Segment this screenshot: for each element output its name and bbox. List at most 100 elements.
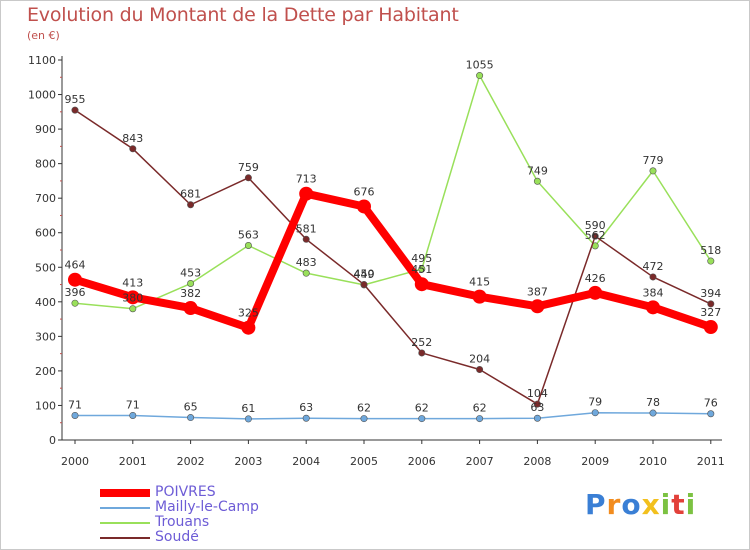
data-label: 518 <box>700 244 721 257</box>
data-point <box>707 257 715 265</box>
data-point <box>244 415 252 423</box>
data-label: 453 <box>180 267 201 280</box>
data-label: 843 <box>122 132 143 145</box>
data-point <box>707 410 715 418</box>
data-label: 79 <box>588 396 602 409</box>
data-label: 759 <box>238 161 259 174</box>
data-label: 104 <box>527 387 548 400</box>
data-point <box>183 301 198 316</box>
legend-swatch-trouans <box>100 522 150 524</box>
x-tick-label: 2000 <box>61 455 89 468</box>
data-label: 1055 <box>466 59 494 72</box>
legend-swatch-mailly-le-camp <box>100 507 150 509</box>
data-label: 394 <box>700 287 721 300</box>
legend-swatch-soude <box>100 537 150 539</box>
data-point <box>129 305 137 313</box>
y-tick-label: 700 <box>35 192 56 205</box>
data-point <box>360 281 368 289</box>
data-label: 252 <box>411 336 432 349</box>
data-label: 204 <box>469 353 490 366</box>
y-tick-label: 600 <box>35 227 56 240</box>
legend-label-mailly-le-camp: Mailly-le-Camp <box>155 499 259 515</box>
x-tick-label: 2011 <box>697 455 725 468</box>
x-tick-label: 2010 <box>639 455 667 468</box>
data-label: 384 <box>643 286 664 299</box>
data-point <box>71 411 79 419</box>
data-label: 779 <box>643 154 664 167</box>
data-point <box>241 320 256 335</box>
data-point <box>414 277 429 292</box>
data-point <box>472 289 487 304</box>
data-point <box>187 280 195 288</box>
data-label: 380 <box>122 292 143 305</box>
data-label: 62 <box>357 402 371 415</box>
y-tick-label: 100 <box>35 399 56 412</box>
data-point <box>302 269 310 277</box>
legend-label-poivres: POIVRES <box>155 484 216 500</box>
data-point <box>418 349 426 357</box>
data-label: 676 <box>354 185 375 198</box>
data-label: 451 <box>411 263 432 276</box>
data-label: 713 <box>296 173 317 186</box>
y-tick-label: 400 <box>35 296 56 309</box>
data-point <box>299 186 314 201</box>
data-label: 396 <box>65 286 86 299</box>
data-point <box>649 409 657 417</box>
data-label: 563 <box>238 229 259 242</box>
data-point <box>533 400 541 408</box>
data-label: 464 <box>65 259 86 272</box>
data-point <box>588 285 603 300</box>
data-label: 413 <box>122 276 143 289</box>
data-point <box>530 299 545 314</box>
data-point <box>187 414 195 422</box>
legend-label-soude: Soudé <box>155 529 199 545</box>
x-tick-label: 2006 <box>408 455 436 468</box>
data-point <box>357 199 371 214</box>
series-line-soud- <box>74 109 712 405</box>
data-label: 62 <box>415 402 429 415</box>
data-label: 387 <box>527 285 548 298</box>
data-point <box>129 411 137 419</box>
data-point <box>418 415 426 423</box>
data-label: 415 <box>469 276 490 289</box>
data-point <box>302 235 310 243</box>
y-tick-label: 500 <box>35 261 56 274</box>
data-label: 562 <box>585 229 606 242</box>
x-tick-label: 2002 <box>177 455 205 468</box>
y-tick-label: 800 <box>35 158 56 171</box>
x-tick-label: 2009 <box>581 455 609 468</box>
data-point <box>591 232 599 240</box>
data-point <box>476 415 484 423</box>
data-point <box>649 167 657 175</box>
data-point <box>707 300 715 308</box>
x-tick-label: 2004 <box>292 455 320 468</box>
data-label: 581 <box>296 222 317 235</box>
data-label: 71 <box>126 398 140 411</box>
legend-swatch-poivres <box>100 489 150 497</box>
y-tick-label: 1100 <box>28 54 56 67</box>
data-label: 78 <box>646 396 660 409</box>
y-tick-label: 1000 <box>28 89 56 102</box>
data-point <box>533 177 541 185</box>
series-line-poivres <box>71 189 715 332</box>
data-label: 325 <box>238 307 259 320</box>
data-point <box>646 300 660 315</box>
x-tick-label: 2007 <box>466 455 494 468</box>
y-tick-label: 900 <box>35 123 56 136</box>
data-point <box>244 174 252 182</box>
data-label: 382 <box>180 287 201 300</box>
data-point <box>71 299 79 307</box>
data-point <box>302 414 310 422</box>
series-line-trouans <box>74 74 712 310</box>
data-label: 472 <box>643 260 664 273</box>
y-tick-label: 0 <box>49 434 56 447</box>
data-point <box>360 415 368 423</box>
chart-subtitle: (en €) <box>27 29 60 42</box>
proxiti-logo: Proxiti <box>585 488 697 521</box>
data-label: 590 <box>585 219 606 232</box>
data-label: 65 <box>184 401 198 414</box>
data-label: 495 <box>411 252 432 265</box>
chart-title: Evolution du Montant de la Dette par Hab… <box>27 4 459 26</box>
